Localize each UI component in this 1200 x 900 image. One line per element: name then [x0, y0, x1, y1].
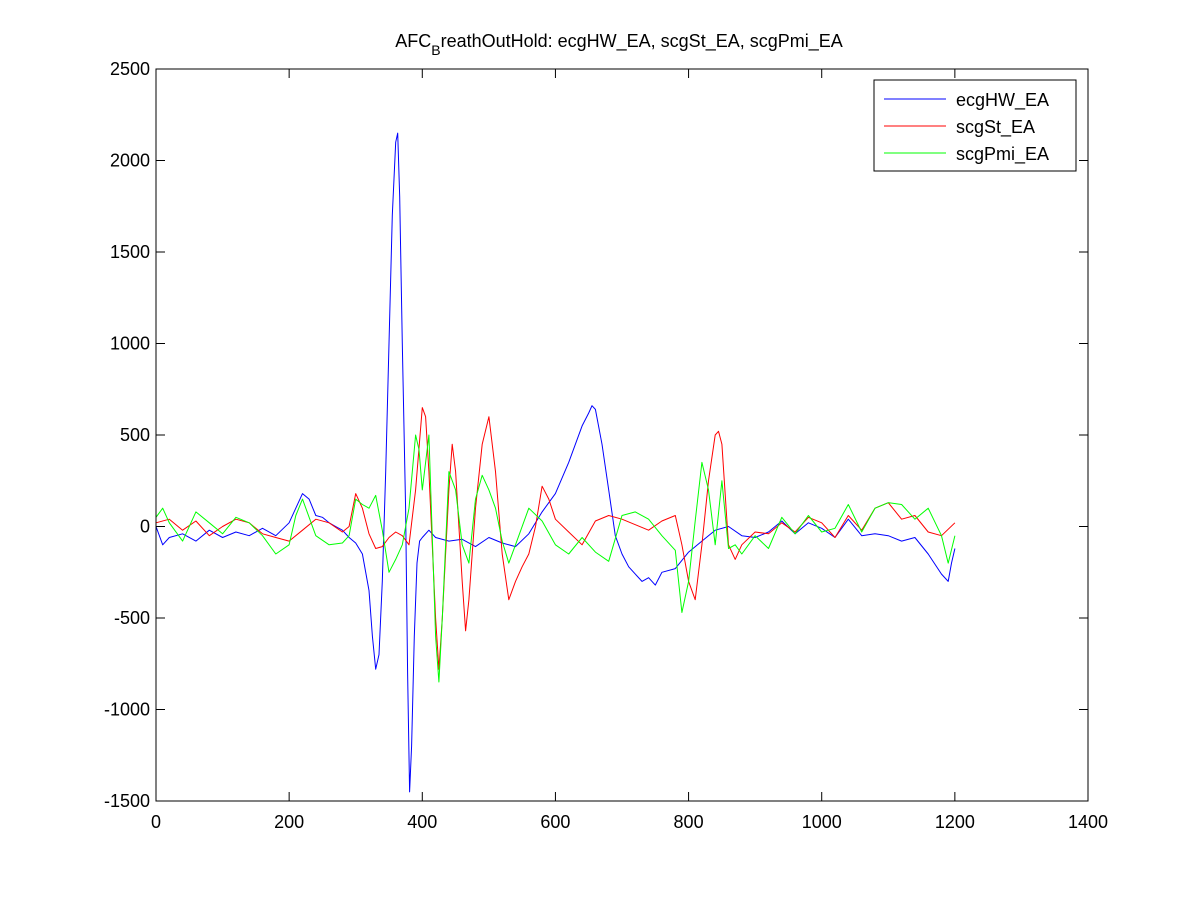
- y-tick-label: -1500: [104, 791, 150, 811]
- chart-legend: ecgHW_EA scgSt_EA scgPmi_EA: [873, 79, 1077, 172]
- x-tick-label: 0: [151, 812, 161, 832]
- legend-label: ecgHW_EA: [956, 90, 1049, 111]
- y-tick-label: 1000: [110, 334, 150, 354]
- y-tick-label: 500: [120, 425, 150, 445]
- x-tick-label: 1400: [1068, 812, 1108, 832]
- chart-title-main: AFC: [395, 31, 431, 51]
- chart-title-rest: reathOutHold: ecgHW_EA, scgSt_EA, scgPmi…: [441, 31, 843, 52]
- x-tick-label: 1200: [935, 812, 975, 832]
- x-tick-label: 600: [540, 812, 570, 832]
- chart-title-subscript: B: [431, 42, 440, 58]
- x-tick-label: 1000: [802, 812, 842, 832]
- chart-title: AFCBreathOutHold: ecgHW_EA, scgSt_EA, sc…: [395, 31, 843, 58]
- series-layer: [155, 132, 956, 793]
- series-line-scgpmi-ea: [155, 434, 956, 683]
- x-tick-label: 800: [674, 812, 704, 832]
- y-tick-label: -1000: [104, 700, 150, 720]
- legend-label: scgPmi_EA: [956, 144, 1049, 165]
- series-line-scgst-ea: [155, 407, 956, 670]
- legend-label: scgSt_EA: [956, 117, 1035, 138]
- ticks-layer: 0 200 400 600 800 1000 1200 1400 -1500 -1000 -500 0…: [104, 59, 1108, 832]
- x-tick-label: 400: [407, 812, 437, 832]
- x-tick-label: 200: [274, 812, 304, 832]
- y-tick-label: 0: [140, 517, 150, 537]
- y-tick-label: 2000: [110, 151, 150, 171]
- y-tick-label: -500: [114, 608, 150, 628]
- series-line-ecghw-ea: [155, 132, 956, 793]
- y-tick-label: 2500: [110, 59, 150, 79]
- y-tick-label: 1500: [110, 242, 150, 262]
- plot-area: [156, 69, 1088, 801]
